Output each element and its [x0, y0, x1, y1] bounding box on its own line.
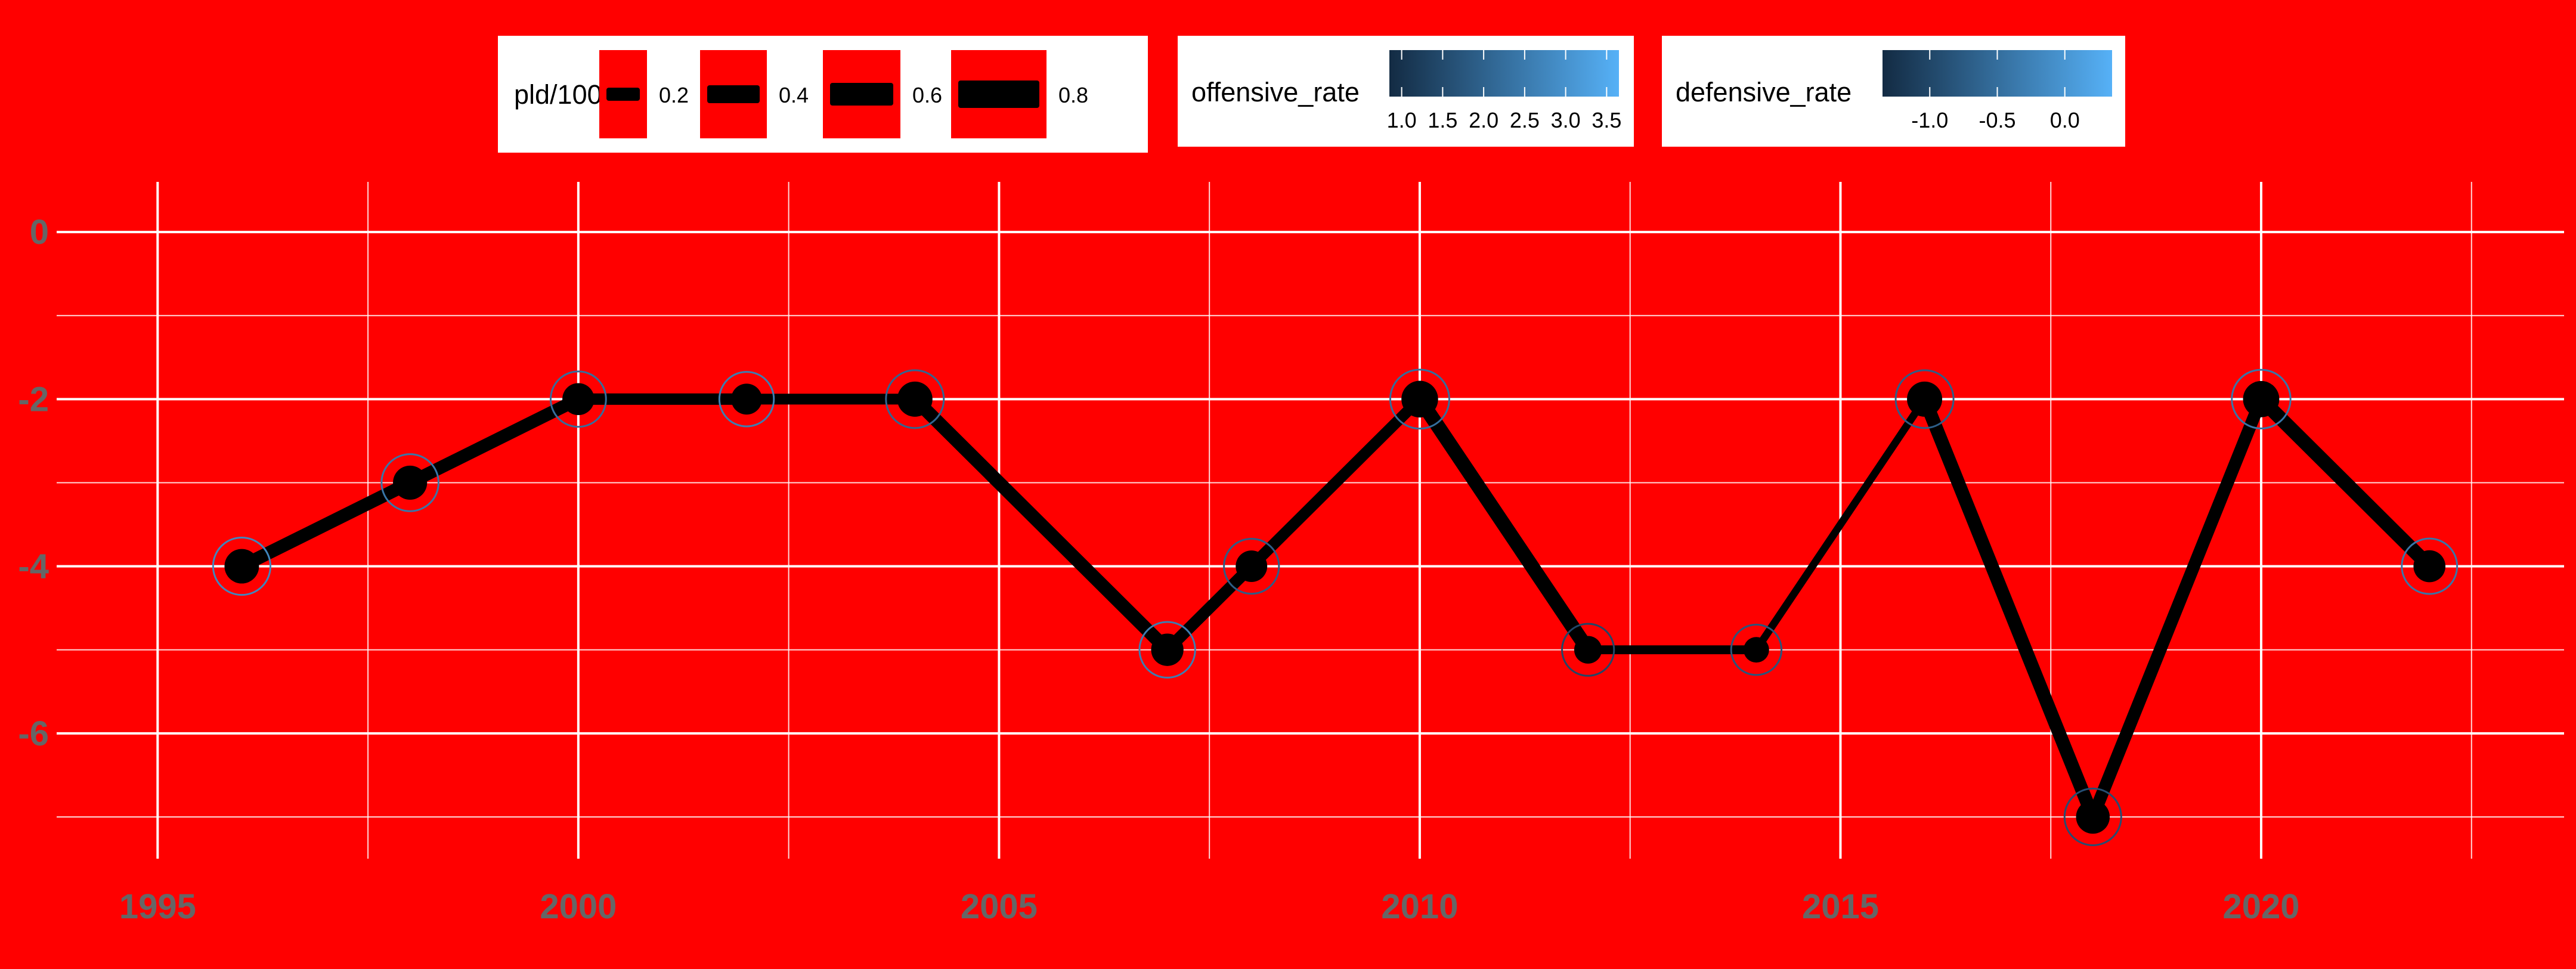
colorbar-label: 2.5	[1510, 108, 1540, 132]
series-line-segment	[1246, 393, 1426, 572]
size-legend-label: 0.4	[779, 83, 809, 107]
colorbar-label: -0.5	[1979, 108, 2015, 132]
data-point	[562, 383, 595, 416]
data-point	[2076, 800, 2110, 834]
series-line-segment	[1412, 392, 1596, 657]
y-tick-label: -6	[18, 714, 49, 753]
x-tick-label: 2020	[2222, 887, 2299, 926]
data-point	[2243, 380, 2280, 417]
colorbar-label: -1.0	[1911, 108, 1948, 132]
data-point	[1151, 633, 1184, 666]
y-tick-label: -2	[18, 380, 49, 419]
x-tick-label: 2010	[1381, 887, 1458, 926]
data-point	[1743, 637, 1769, 663]
legend-pld-per-100: pld/100 0.2 0.4 0.6 0.8	[498, 36, 1148, 153]
data-point-ring	[2231, 369, 2292, 430]
data-point	[1401, 380, 1438, 418]
data-point-ring	[1561, 623, 1615, 677]
size-legend-key-line	[707, 85, 760, 103]
colorbar-label: 0.0	[2050, 108, 2080, 132]
data-point-ring	[1138, 621, 1196, 679]
colorbar-label: 3.0	[1551, 108, 1581, 132]
offensive-rate-colorbar	[1389, 50, 1619, 97]
data-point	[731, 383, 762, 415]
size-legend-key-line	[606, 88, 640, 101]
data-point-ring	[2401, 537, 2459, 595]
series-line-segment	[1161, 560, 1258, 656]
size-legend-key-line	[830, 83, 893, 106]
legend-offensive-rate: offensive_rate 1.0 1.5 2.0 2.5 3.0 3.5	[1178, 36, 1634, 147]
series	[212, 369, 2459, 846]
series-line-segment	[1753, 395, 1928, 654]
size-legend-key-line	[958, 81, 1039, 108]
series-line-segment	[2086, 392, 2268, 824]
colorbar-label: 2.0	[1469, 108, 1498, 132]
data-point	[224, 549, 259, 584]
legend-defensive-rate: defensive_rate -1.0 -0.5 0.0	[1662, 36, 2125, 147]
legend-offensive-rate-title: offensive_rate	[1191, 77, 1360, 107]
series-line-segment	[235, 476, 417, 573]
size-legend-label: 0.6	[912, 83, 942, 107]
series-line-segment	[403, 392, 585, 490]
legend-pld-per-100-title: pld/100	[514, 79, 602, 110]
data-point-ring	[212, 536, 272, 596]
series-line-segment	[2254, 392, 2437, 574]
y-tick-label: 0	[30, 213, 49, 252]
data-point-ring	[2063, 787, 2122, 846]
data-point	[393, 465, 428, 500]
data-point-ring	[549, 370, 607, 428]
data-point	[2413, 550, 2446, 583]
x-tick-label: 2015	[1802, 887, 1879, 926]
data-point	[1574, 636, 1602, 664]
data-point	[1236, 550, 1268, 583]
x-tick-label: 2005	[961, 887, 1038, 926]
data-point-ring	[885, 369, 945, 429]
size-legend-label: 0.8	[1058, 83, 1088, 107]
x-tick-label: 1995	[119, 887, 196, 926]
data-point	[897, 381, 933, 417]
data-point-ring	[380, 453, 439, 512]
data-point-ring	[1389, 369, 1450, 430]
data-point	[1907, 381, 1943, 417]
grid	[57, 182, 2564, 859]
colorbar-label: 1.5	[1428, 108, 1457, 132]
y-tick-label: -4	[18, 547, 49, 586]
x-tick-label: 2000	[540, 887, 617, 926]
data-point-ring	[1894, 369, 1955, 429]
axes: 0 -2 -4 -6 1995 2000 2005 2010 2015 2020	[18, 213, 2299, 926]
colorbar-label: 1.0	[1387, 108, 1417, 132]
data-point-ring	[718, 371, 775, 428]
series-line-segment	[1918, 392, 2100, 824]
data-point-ring	[1223, 537, 1280, 595]
legend-defensive-rate-title: defensive_rate	[1676, 77, 1852, 107]
data-point-ring	[1730, 623, 1783, 676]
size-legend-label: 0.2	[659, 83, 689, 107]
series-line-segment	[908, 392, 1174, 657]
colorbar-label: 3.5	[1592, 108, 1621, 132]
